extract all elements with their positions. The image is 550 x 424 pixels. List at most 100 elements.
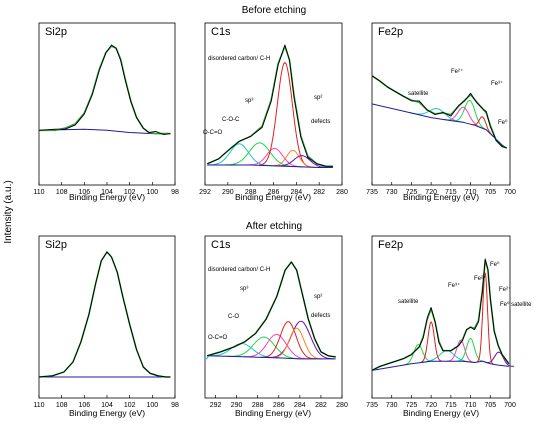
x-tick-label: 735 xyxy=(366,402,378,409)
annotation-oco-before: O-C=O xyxy=(203,130,223,136)
x-tick-label: 292 xyxy=(210,402,222,409)
x-tick-label: 715 xyxy=(445,402,457,409)
x-tick-label: 720 xyxy=(425,189,437,196)
series-fe0 xyxy=(419,321,443,364)
x-tick-label: 98 xyxy=(171,189,179,196)
x-tick-label: 108 xyxy=(56,402,68,409)
annotation-co-after: C-O xyxy=(228,314,239,320)
x-tick-label: 110 xyxy=(33,189,44,196)
x-tick-label: 730 xyxy=(386,189,398,196)
si2p-after-panel: 110 108 106 104 102 100 98 xyxy=(33,235,179,409)
series-sp3 xyxy=(243,333,310,360)
x-tick-label: 710 xyxy=(465,189,477,196)
x-tick-label: 102 xyxy=(124,189,136,196)
x-tick-label: 104 xyxy=(101,402,113,409)
series-experimental xyxy=(371,75,507,149)
series-experimental xyxy=(207,44,333,167)
x-tick-label: 292 xyxy=(199,189,211,196)
x-tick-label: 282 xyxy=(313,189,325,196)
series-disordered xyxy=(258,62,312,168)
x-axis-label-si2p-before: Binding Energy (eV) xyxy=(69,192,145,202)
series-background xyxy=(371,360,509,371)
x-tick-label: 104 xyxy=(101,189,113,196)
c1s-before-panel: 292 290 288 286 284 282 280 xyxy=(199,22,348,196)
plot-frame xyxy=(204,22,343,186)
series-oco xyxy=(207,143,272,167)
x-tick-label: 725 xyxy=(406,189,418,196)
series-fe2 xyxy=(451,99,489,132)
series-experimental xyxy=(38,251,171,378)
annotation-sp2-after: sp² xyxy=(314,294,322,300)
series-fe0 xyxy=(471,116,494,137)
series-coc xyxy=(223,142,296,168)
x-axis-label-fe2p-before: Binding Energy (eV) xyxy=(403,192,479,202)
x-tick-label: 288 xyxy=(252,402,264,409)
annotation-satellite-after: satellite xyxy=(398,299,419,305)
series-sp3 xyxy=(246,147,303,168)
plot-frame xyxy=(371,235,511,399)
series-fit-envelope xyxy=(206,45,333,168)
x-tick-label: 284 xyxy=(290,189,302,196)
series-fe2 xyxy=(402,344,434,366)
annotation-disordered-after: disordered carbon/ C-H xyxy=(208,267,270,273)
series-coc xyxy=(227,336,301,360)
fe2p-after-panel: 735 730 725 720 715 710 705 700 xyxy=(366,235,516,409)
si2p-before-panel: 110 108 106 104 102 100 98 xyxy=(33,22,179,196)
x-tick-label: 705 xyxy=(484,402,496,409)
x-tick-label: 710 xyxy=(465,402,477,409)
x-tick-label: 280 xyxy=(336,189,348,196)
annotation-defects-before: defects xyxy=(311,119,330,125)
row-title-before: Before etching xyxy=(242,5,307,16)
x-tick-label: 282 xyxy=(315,402,327,409)
plot-frame xyxy=(38,22,176,186)
annotation-disordered-before: disordered carbon/ C-H xyxy=(208,56,270,62)
annotation-fe3-after: Fe³⁺ xyxy=(448,282,460,289)
annotation-oco-after: O-C=O xyxy=(208,335,228,341)
series-fe3 xyxy=(444,106,483,129)
x-tick-label: 280 xyxy=(336,402,348,409)
series-background xyxy=(371,103,508,149)
panel-title-si2p-after: Si2p xyxy=(45,239,67,251)
series-fe0 xyxy=(476,272,494,365)
x-tick-label: 110 xyxy=(33,402,44,409)
x-tick-label: 705 xyxy=(484,189,496,196)
series-sp2 xyxy=(270,149,315,168)
annotation-coc-before: C-O-C xyxy=(222,117,240,123)
annotation-sp2-before: sp² xyxy=(314,95,322,101)
y-axis-label: Intensity (a.u.) xyxy=(3,180,14,243)
x-tick-label: 102 xyxy=(124,402,136,409)
x-axis-label-si2p-after: Binding Energy (eV) xyxy=(69,408,145,418)
x-tick-label: 108 xyxy=(56,189,68,196)
x-axis-label-fe2p-after: Binding Energy (eV) xyxy=(403,408,479,418)
x-tick-label: 100 xyxy=(146,189,158,196)
annotation-fe3-before: Fe³⁺ xyxy=(491,80,503,87)
series-disordered xyxy=(260,321,316,360)
panel-title-fe2p-before: Fe2p xyxy=(378,26,403,38)
series-experimental xyxy=(206,261,336,358)
annotation-sp3-after: sp³ xyxy=(240,286,248,292)
fe2p-before-panel: 735 730 725 720 715 710 705 700 xyxy=(366,22,516,196)
series-fe3 xyxy=(446,339,475,363)
x-tick-label: 725 xyxy=(406,402,418,409)
x-tick-label: 286 xyxy=(273,402,285,409)
x-tick-label: 106 xyxy=(78,189,90,196)
x-tick-label: 100 xyxy=(146,402,158,409)
x-axis-label-c1s-after: Binding Energy (eV) xyxy=(235,408,311,418)
series-fe0-satellite xyxy=(483,351,515,367)
annotation-defects-after: defects xyxy=(311,313,330,319)
annotation-sp3-before: sp³ xyxy=(245,98,253,104)
panel-title-c1s-after: C1s xyxy=(211,239,231,251)
annotation-fe2-before: Fe²⁺ xyxy=(451,68,463,75)
series-defects xyxy=(274,155,330,168)
x-axis-label-c1s-before: Binding Energy (eV) xyxy=(235,192,311,202)
x-tick-label: 720 xyxy=(425,402,437,409)
annotation-fe0-after: Fe⁰ xyxy=(490,261,500,268)
panel-title-c1s-before: C1s xyxy=(211,26,231,38)
x-tick-label: 98 xyxy=(171,402,179,409)
x-tick-label: 700 xyxy=(504,402,516,409)
series-sp2 xyxy=(270,327,323,360)
series-fit-envelope xyxy=(39,45,171,135)
annotation-fe0-satellite-after: Fe⁰ satellite xyxy=(500,301,532,308)
x-tick-label: 106 xyxy=(78,402,90,409)
x-tick-label: 284 xyxy=(294,402,306,409)
